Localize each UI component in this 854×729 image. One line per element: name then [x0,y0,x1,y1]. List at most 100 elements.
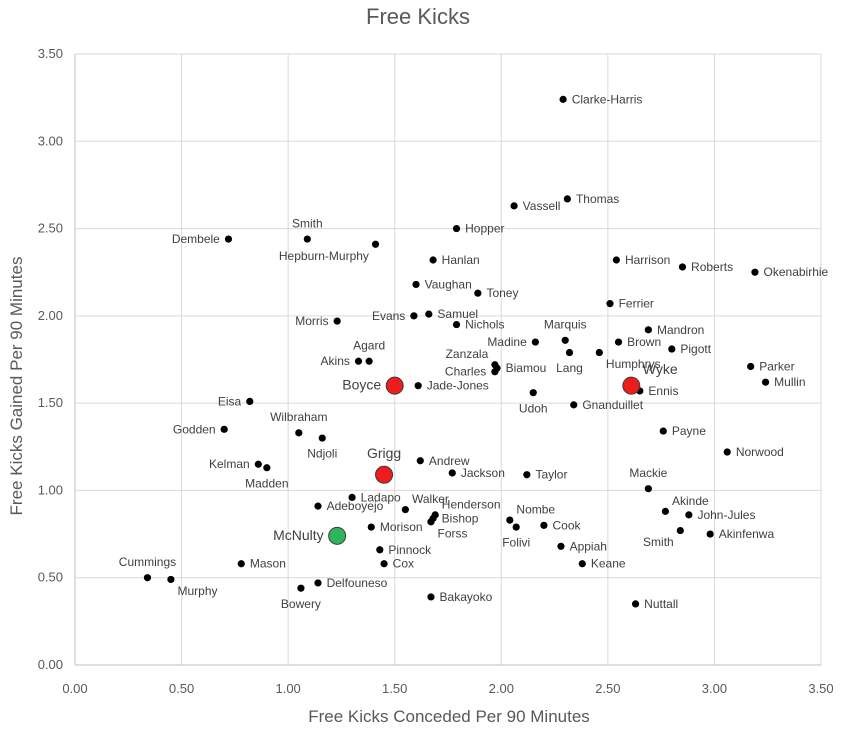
point-label: John-Jules [697,508,755,522]
point-label: Madine [487,335,527,349]
data-point [303,235,311,243]
data-point [612,256,620,264]
data-point [448,469,456,477]
point-label: Harrison [625,253,670,267]
point-label: Ndjoli [307,447,337,461]
x-tick-label: 3.50 [808,681,833,696]
data-point [318,434,326,442]
highlighted-point [375,465,394,484]
point-label: Bowery [281,597,321,611]
data-points [143,95,770,608]
data-point [452,224,461,233]
point-label: Madden [245,476,288,490]
x-tick-label: 1.00 [275,681,300,696]
data-point [254,460,262,468]
data-point [512,523,520,531]
x-axis-title: Free Kicks Conceded Per 90 Minutes [308,707,590,726]
point-label: Morris [295,314,328,328]
x-tick-label: 3.00 [702,681,727,696]
highlighted-point-label: McNulty [273,527,324,543]
point-label: Hanlan [442,253,480,267]
chart-title: Free Kicks [366,4,470,29]
data-point [354,357,363,365]
data-point [706,530,714,538]
x-tick-label: 2.50 [595,681,620,696]
data-point [565,348,574,357]
point-label: Hopper [465,222,504,236]
data-point [348,493,356,502]
point-label: Delfouneso [327,576,388,590]
point-label: Adeboyejo [327,499,384,513]
point-label: Gnanduillet [582,398,643,412]
point-label: Jackson [461,466,505,480]
data-point [314,502,322,510]
data-point [595,348,603,357]
point-label: Toney [486,286,518,300]
point-label: Jade-Jones [427,379,489,393]
point-label: Wilbraham [270,410,327,424]
highlighted-point [328,526,347,545]
point-label: Parker [759,359,794,373]
point-label: Godden [173,422,216,436]
data-point [676,526,684,535]
x-tick-label: 0.50 [169,681,194,696]
data-point [416,457,424,465]
data-point [685,511,693,519]
data-point [367,523,375,531]
data-point [751,268,759,276]
y-tick-label: 3.50 [38,46,63,61]
data-point [220,425,228,433]
point-label: Akins [321,354,350,368]
data-point [224,235,233,243]
point-label: Brown [627,335,661,349]
point-label: Vassell [523,199,561,213]
point-label: Nichols [465,318,504,332]
data-point [376,546,384,554]
data-point [668,345,676,353]
data-point [723,448,731,456]
y-tick-label: 0.50 [38,570,63,585]
point-label: Evans [372,309,405,323]
point-label: Mandron [657,323,704,337]
data-point [563,195,571,203]
point-label: Charles [445,365,486,379]
data-point [474,289,482,297]
data-point [333,317,341,325]
highlighted-point-label: Grigg [367,445,401,461]
point-label: Cox [393,557,414,571]
data-point [659,427,667,435]
data-point [540,521,548,529]
point-label: Vaughan [425,277,472,291]
data-point [491,368,499,376]
data-point [570,401,578,409]
data-point [297,584,305,592]
data-point [523,471,531,479]
point-label: Smith [643,535,674,549]
data-point [365,357,373,365]
point-label: Akinfenwa [719,527,775,541]
point-label: Mullin [774,375,805,389]
gridlines [74,53,822,666]
y-tick-label: 2.00 [38,308,63,323]
point-label: Nombe [516,503,555,517]
highlighted-point-label: Wyke [643,361,678,377]
point-label: Hepburn-Murphy [279,249,369,263]
point-label: Mackie [629,466,667,480]
point-label: Ennis [648,384,678,398]
point-label: Walker [412,492,449,506]
data-point [237,560,245,568]
point-label: Payne [672,424,706,438]
point-label: Bishop [442,511,479,525]
point-label: Marquis [544,318,587,332]
data-point [143,574,152,582]
point-label: Nuttall [644,597,678,611]
data-point [559,95,567,103]
point-label: Eisa [218,394,242,408]
data-point [761,378,770,386]
point-label: Taylor [535,468,567,482]
point-label: Biamou [506,361,547,375]
point-label: Ladapo [361,490,401,504]
data-point [578,560,586,568]
y-tick-label: 0.00 [38,657,63,672]
data-point [429,256,437,264]
